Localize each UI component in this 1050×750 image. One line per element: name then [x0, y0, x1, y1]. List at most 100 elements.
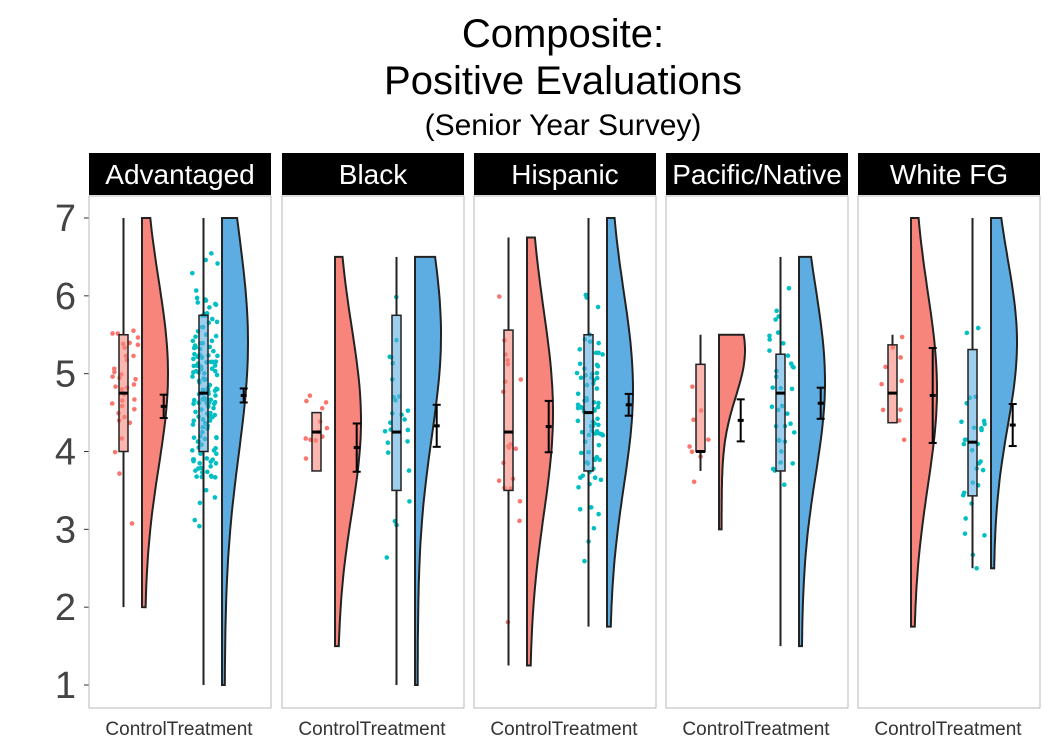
data-point: [304, 398, 309, 404]
box-iqr: [887, 344, 898, 424]
data-point: [195, 300, 201, 305]
data-point: [595, 416, 600, 422]
data-point: [203, 257, 209, 263]
data-point: [979, 425, 984, 431]
data-point: [190, 370, 196, 375]
data-point: [780, 341, 786, 346]
data-point: [405, 439, 410, 444]
box-iqr: [391, 314, 402, 492]
data-point: [962, 531, 968, 536]
data-point: [382, 428, 388, 434]
data-point: [687, 444, 692, 449]
data-point: [212, 495, 218, 500]
data-point: [880, 407, 886, 413]
data-point: [588, 505, 594, 510]
data-point: [213, 359, 219, 364]
density-cloud: [414, 255, 442, 686]
density-cloud: [718, 333, 746, 531]
data-point: [198, 465, 204, 471]
data-point: [596, 511, 601, 517]
data-point: [575, 402, 581, 408]
data-point: [112, 449, 118, 455]
data-point: [964, 330, 970, 336]
facet-panel: White FG ControlTreatment: [857, 153, 1041, 740]
data-point: [197, 523, 202, 529]
data-point: [496, 478, 502, 483]
data-point: [963, 516, 968, 521]
data-point: [191, 418, 197, 424]
data-point: [211, 405, 216, 411]
box-iqr: [311, 411, 322, 472]
data-point: [191, 345, 197, 351]
data-point: [595, 304, 601, 310]
x-tick-labels: ControlTreatment: [874, 719, 1022, 740]
data-point: [706, 437, 711, 442]
facet-strip-label: Advantaged: [105, 159, 254, 190]
box-iqr: [583, 334, 594, 472]
data-point: [405, 408, 411, 413]
data-point: [579, 429, 585, 435]
data-point: [767, 348, 772, 353]
data-point: [974, 565, 979, 571]
data-point: [575, 418, 581, 424]
x-tick-labels: ControlTreatment: [490, 719, 638, 740]
x-tick-label: Control: [490, 719, 551, 740]
data-point: [402, 417, 407, 422]
data-point: [204, 311, 210, 316]
data-point: [691, 479, 697, 485]
data-point: [596, 340, 601, 346]
data-point: [191, 435, 197, 440]
data-point: [786, 285, 792, 291]
data-point: [131, 382, 137, 387]
data-point: [773, 317, 778, 322]
box-iqr: [198, 314, 209, 453]
data-point: [788, 361, 794, 366]
data-point: [770, 385, 776, 390]
data-point: [690, 384, 695, 389]
density-cloud: [990, 217, 1018, 570]
panel-border: [473, 195, 657, 709]
data-point: [982, 421, 987, 427]
data-point: [215, 353, 220, 359]
data-point: [194, 363, 200, 368]
data-point: [961, 441, 967, 447]
data-point: [769, 404, 775, 410]
x-tick-labels: ControlTreatment: [682, 719, 830, 740]
data-point: [596, 400, 601, 406]
facet-panel: Hispanic ControlTreatment: [473, 153, 657, 740]
x-tick-label: Treatment: [360, 719, 447, 740]
data-point: [214, 435, 219, 441]
data-point: [197, 500, 203, 506]
data-point: [879, 381, 884, 387]
data-point: [517, 518, 522, 524]
data-point: [898, 407, 903, 412]
data-point: [193, 334, 198, 340]
data-point: [691, 417, 696, 423]
data-point: [960, 492, 966, 498]
data-point: [133, 376, 138, 382]
data-point: [207, 418, 213, 423]
data-point: [110, 374, 115, 379]
data-point: [113, 384, 118, 389]
data-point: [898, 355, 903, 360]
data-point: [574, 370, 580, 376]
data-point: [213, 461, 219, 466]
y-tick-label: 3: [55, 509, 76, 551]
x-tick-labels: ControlTreatment: [298, 719, 446, 740]
facet-strip-label: White FG: [890, 159, 1008, 190]
x-tick-label: Treatment: [936, 719, 1023, 740]
data-point: [901, 437, 907, 443]
data-point: [214, 386, 219, 392]
data-point: [579, 405, 584, 410]
density-cloud: [526, 236, 554, 667]
data-point: [208, 473, 214, 479]
data-point: [191, 401, 196, 407]
data-point: [598, 477, 604, 483]
data-point: [595, 363, 601, 369]
chart-title-line2: Positive Evaluations: [384, 59, 742, 103]
data-point: [600, 432, 606, 438]
density-cloud: [221, 217, 250, 686]
data-point: [214, 451, 219, 457]
data-point: [213, 393, 218, 398]
data-point: [583, 292, 589, 298]
